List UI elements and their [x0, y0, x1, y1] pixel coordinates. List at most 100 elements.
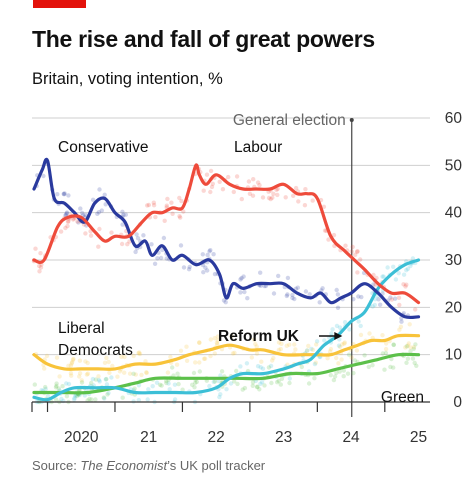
poll-dot — [93, 397, 98, 402]
poll-dot — [231, 189, 236, 195]
chart-title: The rise and fall of great powers — [32, 26, 375, 52]
poll-dot — [343, 243, 348, 248]
poll-dot — [42, 366, 47, 371]
poll-dot — [121, 212, 126, 218]
poll-dot — [102, 192, 107, 197]
poll-dot — [403, 284, 408, 289]
source-suffix: ’s UK poll tracker — [167, 458, 266, 473]
poll-dot — [136, 351, 141, 356]
series-label-line: Green — [381, 389, 424, 406]
poll-dot — [314, 339, 320, 344]
poll-dot — [134, 232, 139, 237]
poll-dot — [245, 296, 250, 301]
poll-dot — [74, 393, 80, 399]
poll-dot — [354, 348, 360, 353]
poll-dot — [255, 384, 260, 389]
poll-dot — [291, 193, 296, 198]
poll-dot — [371, 282, 376, 287]
poll-dot — [37, 263, 42, 269]
x-tick-label: 23 — [275, 429, 292, 446]
poll-dot — [212, 336, 217, 341]
poll-dot — [64, 394, 70, 399]
poll-dot — [358, 323, 363, 329]
poll-dot — [77, 358, 83, 363]
poll-dot — [176, 381, 181, 387]
y-tick-label: 40 — [445, 205, 463, 222]
poll-dot — [217, 394, 222, 400]
poll-dot — [356, 319, 361, 324]
poll-dot — [275, 192, 280, 198]
poll-dot — [164, 380, 169, 386]
poll-dot — [220, 187, 226, 192]
poll-dot — [65, 219, 71, 225]
poll-dot — [79, 210, 85, 216]
poll-dot — [181, 209, 186, 214]
poll-dot — [339, 357, 344, 362]
poll-dot — [85, 371, 91, 376]
poll-dot — [166, 381, 171, 386]
poll-dot — [177, 214, 182, 219]
poll-dot — [66, 218, 71, 224]
poll-dot — [193, 360, 198, 365]
series-label-line: Conservative — [58, 139, 148, 156]
poll-dot — [397, 302, 402, 308]
poll-dot — [404, 282, 409, 287]
poll-dot — [284, 343, 289, 348]
poll-dot — [285, 275, 291, 281]
poll-dot — [135, 236, 141, 241]
poll-dot — [211, 252, 216, 257]
poll-dot — [412, 360, 417, 366]
poll-dot — [268, 196, 273, 202]
poll-dot — [61, 192, 67, 197]
poll-dot — [102, 360, 108, 365]
poll-dot — [77, 374, 82, 379]
poll-dot — [43, 384, 48, 390]
poll-dot — [335, 292, 341, 297]
poll-dot — [388, 364, 393, 370]
election-annotation: General election — [233, 112, 354, 417]
x-tick-label: 2020 — [64, 429, 99, 446]
poll-dot — [78, 206, 83, 211]
poll-dot — [408, 263, 413, 269]
poll-dot — [150, 384, 155, 389]
poll-dot — [249, 355, 254, 360]
poll-dot — [246, 179, 252, 184]
poll-dot — [175, 371, 180, 376]
poll-dot — [279, 341, 284, 346]
poll-dot — [179, 198, 184, 204]
poll-dot — [234, 368, 239, 374]
poll-dot — [106, 359, 111, 365]
poll-dot — [204, 172, 210, 177]
poll-dot — [398, 324, 404, 329]
poll-dot — [404, 344, 409, 349]
poll-dot — [258, 381, 263, 386]
poll-dot — [340, 342, 345, 347]
poll-dot — [332, 374, 338, 379]
poll-dot — [414, 363, 419, 368]
poll-dot — [232, 350, 237, 356]
poll-dot — [172, 397, 178, 402]
axes: 0 10 20 30 40 50 60 2020 21 22 23 24 25 — [31, 110, 463, 446]
poll-dot — [59, 396, 64, 402]
poll-dot — [393, 277, 399, 282]
poll-dot — [161, 235, 167, 241]
poll-dot — [258, 365, 263, 370]
poll-dot — [164, 203, 169, 208]
poll-dot — [191, 370, 197, 376]
poll-dot — [269, 380, 274, 386]
poll-dot — [71, 217, 76, 222]
poll-dot — [328, 373, 333, 378]
poll-dot — [115, 374, 120, 379]
poll-dot — [64, 210, 70, 215]
poll-dot — [211, 379, 216, 385]
poll-dot — [72, 397, 77, 402]
poll-dot — [77, 371, 83, 376]
poll-dot — [105, 392, 110, 397]
poll-dot — [218, 373, 223, 378]
poll-dot — [164, 378, 169, 384]
poll-dot — [214, 340, 220, 345]
source-italic: The Economist — [80, 458, 168, 473]
poll-dot — [149, 242, 154, 247]
poll-dot — [215, 342, 220, 347]
y-tick-label: 50 — [445, 157, 463, 174]
